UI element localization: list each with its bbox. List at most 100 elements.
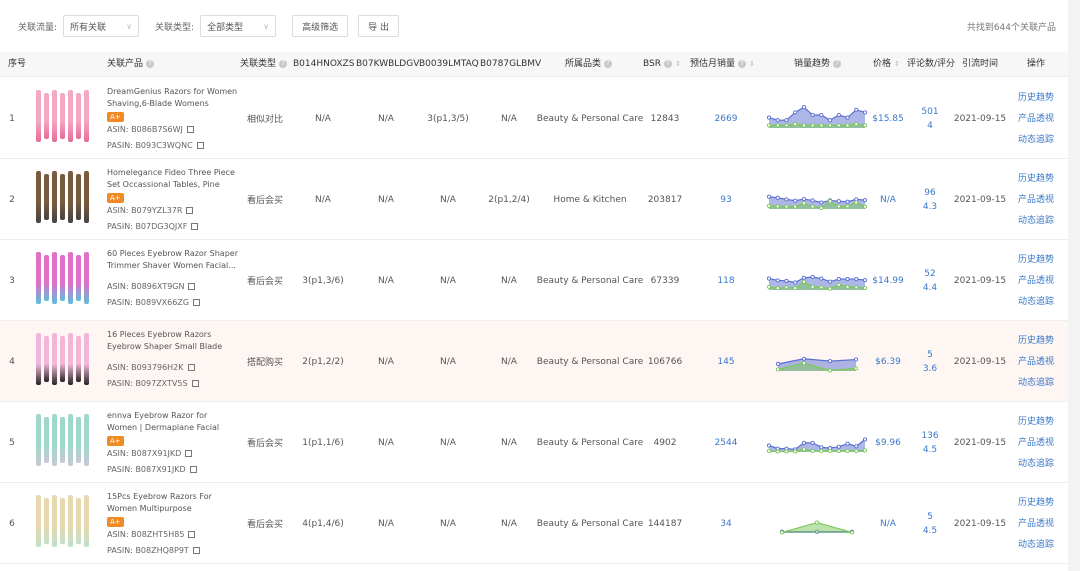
history-trend-link[interactable]: 历史趋势	[1018, 93, 1055, 103]
help-icon[interactable]: ?	[833, 59, 842, 68]
copy-icon[interactable]	[191, 223, 199, 230]
help-icon[interactable]: ?	[146, 59, 155, 68]
trend-series-b-point	[828, 448, 833, 454]
export-button[interactable]: 导 出	[358, 15, 399, 37]
product-title[interactable]: ennva Eyebrow Razor for Women | Dermapla…	[107, 411, 220, 432]
dynamic-track-link[interactable]: 动态追踪	[1018, 297, 1055, 307]
sort-icon[interactable]: ⇕	[894, 60, 900, 68]
trend-series-b-point	[854, 285, 859, 290]
copy-icon[interactable]	[187, 364, 195, 371]
copy-icon[interactable]	[192, 547, 200, 554]
reviews-rating[interactable]: 52 4.4	[910, 240, 950, 321]
dynamic-track-link[interactable]: 动态追踪	[1018, 459, 1055, 469]
help-icon[interactable]: ?	[604, 59, 613, 68]
cell-monthly[interactable]: 2669	[714, 113, 738, 124]
sales-trend-sparkline[interactable]	[766, 179, 868, 215]
cell-price[interactable]: $6.39	[875, 356, 901, 367]
cell-price[interactable]: N/A	[880, 194, 896, 205]
product-title[interactable]: Homelegance Fideo Three Piece Set Occass…	[107, 168, 235, 189]
copy-icon[interactable]	[186, 126, 194, 133]
product-insight-link[interactable]: 产品透视	[1018, 195, 1055, 205]
product-insight-link[interactable]: 产品透视	[1018, 276, 1055, 286]
history-trend-link[interactable]: 历史趋势	[1018, 174, 1055, 184]
copy-icon[interactable]	[185, 450, 193, 457]
help-icon[interactable]: ?	[738, 59, 747, 68]
product-title[interactable]: DreamGenius Razors for Women Shaving,6-B…	[107, 87, 238, 108]
flow-select[interactable]: 所有关联 ∨	[63, 15, 140, 37]
product-image-part	[76, 174, 81, 220]
dynamic-track-link[interactable]: 动态追踪	[1018, 216, 1055, 226]
reviews-rating[interactable]: 5 4.5	[910, 483, 950, 564]
cell-price[interactable]: N/A	[880, 518, 896, 529]
col-monthly[interactable]: 预估月销量? ⇕	[690, 52, 755, 77]
product-insight-link[interactable]: 产品透视	[1018, 114, 1055, 124]
reviews-rating[interactable]: 501 4	[910, 78, 950, 159]
product-image-part	[60, 93, 65, 139]
advanced-filter-button[interactable]: 高级筛选	[292, 15, 349, 37]
trend-series-a-point	[819, 445, 824, 450]
product-image[interactable]	[30, 86, 100, 150]
pasin-line: PASIN: B087X91JKD	[107, 464, 239, 476]
sort-icon[interactable]: ⇕	[749, 60, 755, 68]
product-title[interactable]: 15Pcs Eyebrow Razors For Women Multipurp…	[107, 492, 212, 513]
history-trend-link[interactable]: 历史趋势	[1018, 255, 1055, 265]
product-insight-link[interactable]: 产品透视	[1018, 519, 1055, 529]
sales-trend-sparkline[interactable]	[766, 98, 868, 134]
sales-trend-sparkline[interactable]	[766, 341, 868, 377]
history-trend-link[interactable]: 历史趋势	[1018, 336, 1055, 346]
copy-icon[interactable]	[191, 380, 199, 387]
type-select[interactable]: 全部类型 ∨	[200, 15, 277, 37]
cell-monthly[interactable]: 2544	[714, 437, 738, 448]
cell-price[interactable]: $9.96	[875, 437, 901, 448]
product-image[interactable]	[30, 167, 100, 231]
cell-price[interactable]: $14.99	[872, 275, 904, 286]
trend-series-b-point	[793, 122, 798, 127]
product-image-part	[52, 333, 57, 385]
history-trend-link[interactable]: 历史趋势	[1018, 498, 1055, 508]
copy-icon[interactable]	[193, 299, 201, 306]
trend-series-b-point	[828, 286, 833, 291]
trend-series-b-point	[814, 520, 820, 525]
help-icon[interactable]: ?	[279, 59, 288, 68]
product-insight-link[interactable]: 产品透视	[1018, 438, 1055, 448]
product-title[interactable]: 16 Pieces Eyebrow Razors Eyebrow Shaper …	[107, 330, 223, 351]
sales-trend-sparkline[interactable]	[766, 260, 868, 296]
cell-monthly[interactable]: 145	[717, 356, 735, 367]
cell-relation: 相似对比	[246, 115, 283, 125]
copy-icon[interactable]	[186, 207, 194, 214]
product-image[interactable]	[30, 410, 100, 474]
col-price[interactable]: 价格 ⇕	[873, 52, 900, 77]
asin-line: ASIN: B08ZHT5H85	[107, 529, 239, 541]
product-title[interactable]: 60 Pieces Eyebrow Razor Shaper Trimmer S…	[107, 249, 238, 270]
col-asin1: B014HNOXZS	[293, 59, 355, 69]
sales-trend-sparkline[interactable]	[766, 503, 868, 539]
product-image[interactable]	[30, 248, 100, 312]
product-insight-link[interactable]: 产品透视	[1018, 357, 1055, 367]
copy-icon[interactable]	[196, 142, 204, 149]
history-trend-link[interactable]: 历史趋势	[1018, 417, 1055, 427]
cell-a3: N/A	[440, 356, 456, 367]
trend-series-b-point	[793, 204, 798, 209]
cell-monthly[interactable]: 34	[720, 518, 732, 529]
product-image-part	[44, 93, 49, 139]
sales-trend-sparkline[interactable]	[766, 422, 868, 458]
trend-series-a-point	[828, 279, 833, 284]
sort-icon[interactable]: ⇕	[674, 60, 681, 68]
help-icon[interactable]: ?	[663, 59, 672, 68]
col-bsr[interactable]: BSR? ⇕	[643, 52, 681, 77]
product-image[interactable]	[30, 491, 100, 555]
reviews-rating[interactable]: 96 4.3	[910, 159, 950, 240]
product-image[interactable]	[30, 329, 100, 393]
copy-icon[interactable]	[188, 531, 196, 538]
cell-monthly[interactable]: 93	[720, 194, 732, 205]
dynamic-track-link[interactable]: 动态追踪	[1018, 378, 1055, 388]
copy-icon[interactable]	[188, 283, 196, 290]
reviews-rating[interactable]: 136 4.5	[910, 402, 950, 483]
reviews-rating[interactable]: 5 3.6	[910, 321, 950, 402]
pasin-line: PASIN: B07DG3QJXF	[107, 221, 239, 233]
dynamic-track-link[interactable]: 动态追踪	[1018, 135, 1055, 145]
copy-icon[interactable]	[189, 466, 197, 473]
cell-price[interactable]: $15.85	[872, 113, 904, 124]
cell-monthly[interactable]: 118	[717, 275, 735, 286]
dynamic-track-link[interactable]: 动态追踪	[1018, 540, 1055, 550]
